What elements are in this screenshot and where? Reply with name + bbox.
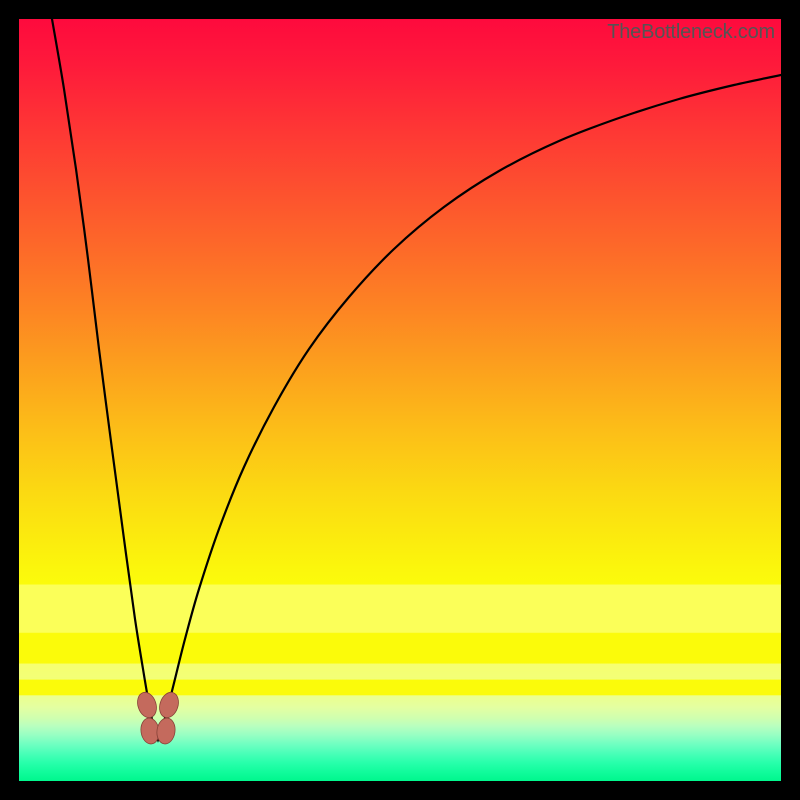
bottleneck-chart (19, 19, 781, 781)
frame-border-bottom (0, 781, 800, 800)
watermark-text: TheBottleneck.com (607, 21, 775, 44)
frame-border-left (0, 0, 19, 800)
chart-frame: TheBottleneck.com (0, 0, 800, 800)
gradient-background (19, 19, 781, 781)
frame-border-top (0, 0, 800, 19)
plot-area: TheBottleneck.com (19, 19, 781, 781)
frame-border-right (781, 0, 800, 800)
